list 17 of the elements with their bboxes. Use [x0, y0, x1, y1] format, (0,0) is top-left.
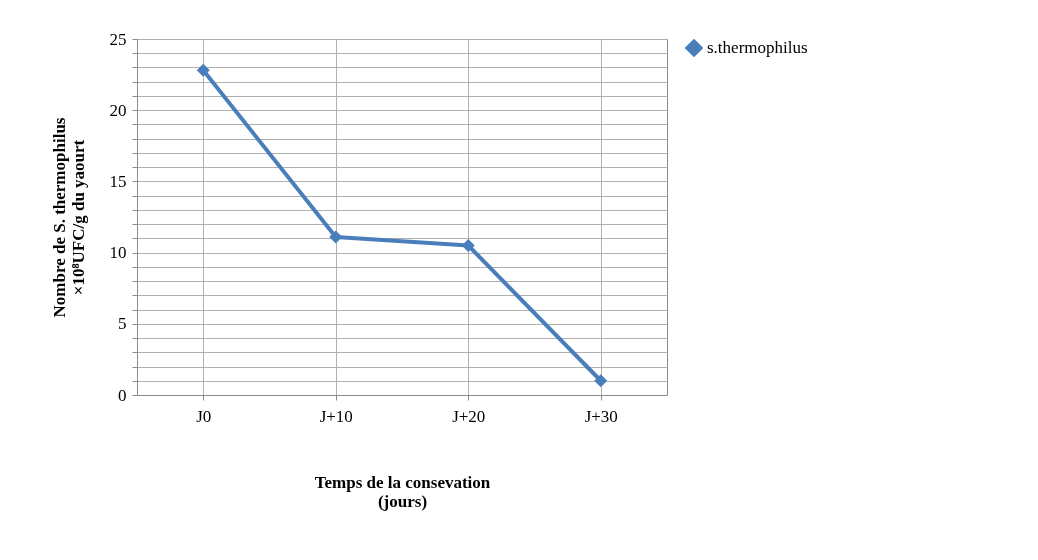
x-tick-label: J+20 [452, 406, 486, 426]
x-axis-title: Temps de la consevation (jours) [314, 472, 491, 511]
y-axis-title: Nombre de S. thermophilus ×10⁸UFC/g du yaourt [49, 117, 88, 318]
point [461, 238, 475, 252]
y-tick-label: 5 [118, 314, 127, 334]
x-tick-label: J+10 [319, 406, 353, 426]
point [594, 374, 608, 388]
y-tick-label: 15 [109, 171, 127, 191]
y-tick-label: 20 [109, 100, 127, 120]
point [196, 63, 210, 77]
legend-label: s.thermophilus [707, 38, 808, 57]
y-tick-label: 10 [109, 243, 127, 263]
y-tick-label: 25 [109, 29, 127, 49]
point [329, 230, 343, 244]
y-tick-label: 0 [118, 385, 127, 405]
x-tick-label: J0 [196, 406, 212, 426]
x-tick-label: J+30 [584, 406, 618, 426]
